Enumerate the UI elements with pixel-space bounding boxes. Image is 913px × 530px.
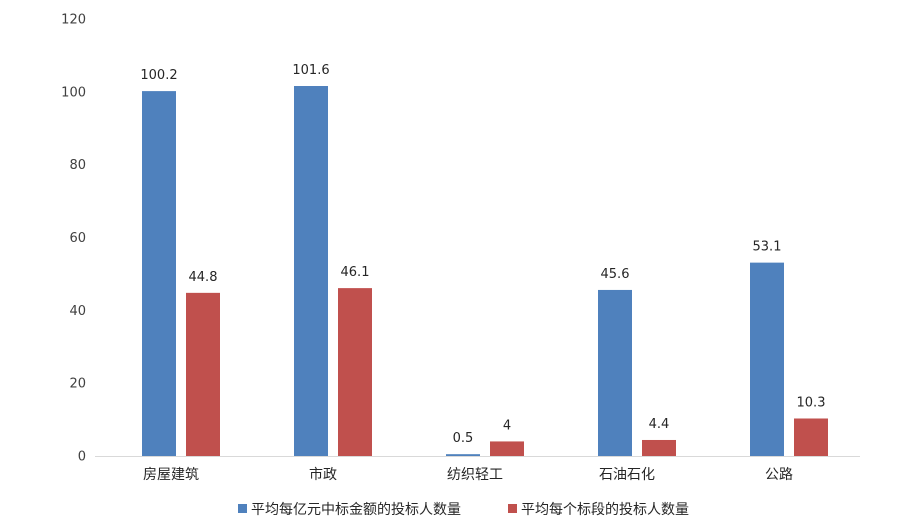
y-tick-label: 0: [78, 450, 86, 465]
bar-series-1-1: [142, 91, 176, 456]
data-label-series-2-5: 10.3: [797, 395, 826, 410]
y-tick-label: 120: [61, 13, 86, 28]
bar-series-1-4: [598, 289, 632, 456]
data-label-series-1-3: 0.5: [453, 431, 474, 446]
bar-series-2-3: [490, 441, 524, 456]
legend-swatch-2: [508, 504, 517, 513]
bar-series-2-5: [794, 418, 828, 456]
bars-group: [142, 86, 828, 457]
bar-series-1-5: [750, 262, 784, 456]
category-label: 纺织轻工: [447, 467, 503, 483]
bar-series-2-2: [338, 288, 372, 456]
category-label: 房屋建筑: [143, 467, 199, 483]
data-labels-group: 100.2 44.8 101.6 46.1 0.5 4 45.6 4.4 53.1 10.3: [140, 63, 825, 446]
data-label-series-1-5: 53.1: [753, 240, 782, 255]
y-tick-label: 100: [61, 85, 86, 100]
data-label-series-2-3: 4: [503, 418, 511, 433]
legend-label-2: 平均每个标段的投标人数量: [521, 502, 689, 518]
legend: 平均每亿元中标金额的投标人数量 平均每个标段的投标人数量: [238, 502, 689, 518]
data-label-series-1-4: 45.6: [601, 267, 630, 282]
category-label: 石油石化: [599, 467, 655, 483]
category-labels-group: 房屋建筑 市政 纺织轻工 石油石化 公路: [143, 466, 793, 483]
legend-label-1: 平均每亿元中标金额的投标人数量: [251, 502, 461, 518]
bar-series-2-4: [642, 439, 676, 456]
bar-series-1-2: [294, 86, 328, 457]
data-label-series-1-2: 101.6: [292, 63, 329, 78]
data-label-series-1-1: 100.2: [140, 68, 177, 83]
legend-swatch-1: [238, 504, 247, 513]
y-tick-label: 40: [69, 304, 86, 319]
category-label: 公路: [765, 467, 793, 483]
y-axis-ticks: 0 20 40 60 80 100 120: [61, 13, 86, 465]
category-label: 市政: [309, 466, 337, 483]
data-label-series-2-4: 4.4: [649, 417, 670, 432]
bar-series-2-1: [186, 292, 220, 456]
bar-series-1-3: [446, 454, 480, 456]
data-label-series-2-1: 44.8: [189, 270, 218, 285]
data-label-series-2-2: 46.1: [341, 265, 370, 280]
y-tick-label: 80: [69, 158, 86, 173]
y-tick-label: 60: [69, 231, 86, 246]
y-tick-label: 20: [69, 377, 86, 392]
